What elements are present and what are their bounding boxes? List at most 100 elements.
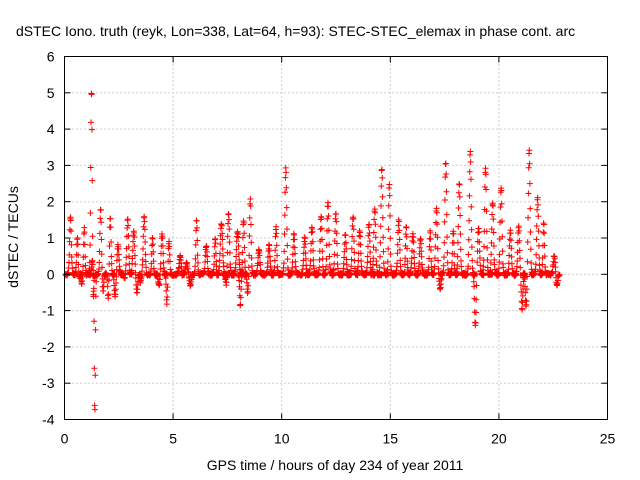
data-point — [219, 245, 226, 252]
data-point — [457, 212, 464, 219]
data-point — [396, 246, 403, 253]
data-point — [468, 203, 475, 210]
plot-frame — [64, 56, 608, 420]
data-point — [402, 242, 409, 249]
data-point — [416, 244, 423, 251]
data-point — [348, 245, 355, 252]
data-point — [316, 256, 323, 263]
data-point — [143, 264, 150, 271]
data-point — [238, 266, 245, 273]
data-point — [524, 258, 531, 265]
data-point — [291, 244, 298, 251]
data-point — [528, 259, 535, 266]
data-point — [410, 248, 417, 255]
data-point — [150, 258, 157, 265]
data-point — [325, 227, 332, 234]
data-point — [162, 281, 169, 288]
data-point — [283, 204, 290, 211]
data-point — [556, 271, 563, 278]
data-point — [396, 227, 403, 234]
data-point — [139, 261, 146, 268]
data-point — [213, 263, 220, 270]
data-point — [257, 261, 264, 268]
data-point — [465, 251, 472, 258]
data-point — [410, 234, 417, 241]
y-tick-label: 0 — [47, 266, 55, 282]
data-point — [235, 251, 242, 258]
data-point — [142, 258, 149, 265]
data-point — [232, 259, 239, 266]
data-point — [289, 264, 296, 271]
data-point — [132, 269, 139, 276]
data-point — [308, 229, 315, 236]
data-point — [519, 292, 526, 299]
data-point — [357, 233, 364, 240]
data-point — [132, 261, 139, 268]
data-point — [488, 226, 495, 233]
data-point — [378, 166, 385, 173]
data-point — [326, 253, 333, 260]
chart-title: dSTEC Iono. truth (reyk, Lon=338, Lat=64… — [16, 23, 575, 39]
data-point — [246, 214, 253, 221]
data-point — [372, 221, 379, 228]
data-point — [105, 291, 112, 298]
data-point — [108, 253, 115, 260]
data-point — [490, 216, 497, 223]
data-point — [203, 243, 210, 250]
data-point — [458, 257, 465, 264]
data-point — [474, 238, 481, 245]
data-point — [148, 266, 155, 273]
data-point — [377, 253, 384, 260]
data-point — [163, 287, 170, 294]
data-point — [378, 183, 385, 190]
data-point — [307, 257, 314, 264]
data-point — [241, 230, 248, 237]
data-point — [125, 222, 132, 229]
data-point — [364, 243, 371, 250]
y-tick-label: 3 — [47, 157, 55, 173]
data-point — [467, 148, 474, 155]
gridlines — [64, 56, 608, 420]
data-point — [139, 256, 146, 263]
data-point — [370, 255, 377, 262]
data-point — [281, 248, 288, 255]
data-point — [162, 275, 169, 282]
data-point — [451, 250, 458, 257]
data-point — [474, 259, 481, 266]
data-point — [166, 243, 173, 250]
data-point — [108, 239, 115, 246]
data-point — [395, 218, 402, 225]
data-point — [140, 223, 147, 230]
data-point — [516, 227, 523, 234]
data-point — [92, 326, 99, 333]
data-point — [380, 234, 387, 241]
data-point — [74, 241, 81, 248]
data-point — [141, 218, 148, 225]
data-point — [333, 218, 340, 225]
data-point — [115, 245, 122, 252]
data-point — [373, 247, 380, 254]
data-point — [318, 214, 325, 221]
x-tick-label: 15 — [383, 431, 399, 447]
data-point — [418, 248, 425, 255]
y-tick-label: 2 — [47, 194, 55, 210]
data-point — [319, 248, 326, 255]
data-point — [482, 165, 489, 172]
data-point — [522, 289, 529, 296]
data-point — [524, 238, 531, 245]
data-point — [131, 233, 138, 240]
data-point — [379, 174, 386, 181]
data-point — [527, 246, 534, 253]
data-point — [364, 259, 371, 266]
data-point — [160, 259, 167, 266]
data-point — [350, 215, 357, 222]
data-point — [211, 253, 218, 260]
data-point — [440, 268, 447, 275]
data-point — [226, 249, 233, 256]
data-point — [310, 247, 317, 254]
data-point — [116, 256, 123, 263]
data-point — [216, 257, 223, 264]
data-point — [480, 263, 487, 270]
data-point — [541, 230, 548, 237]
